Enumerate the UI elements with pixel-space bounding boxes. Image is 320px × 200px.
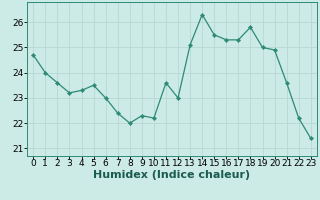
X-axis label: Humidex (Indice chaleur): Humidex (Indice chaleur) xyxy=(93,170,251,180)
